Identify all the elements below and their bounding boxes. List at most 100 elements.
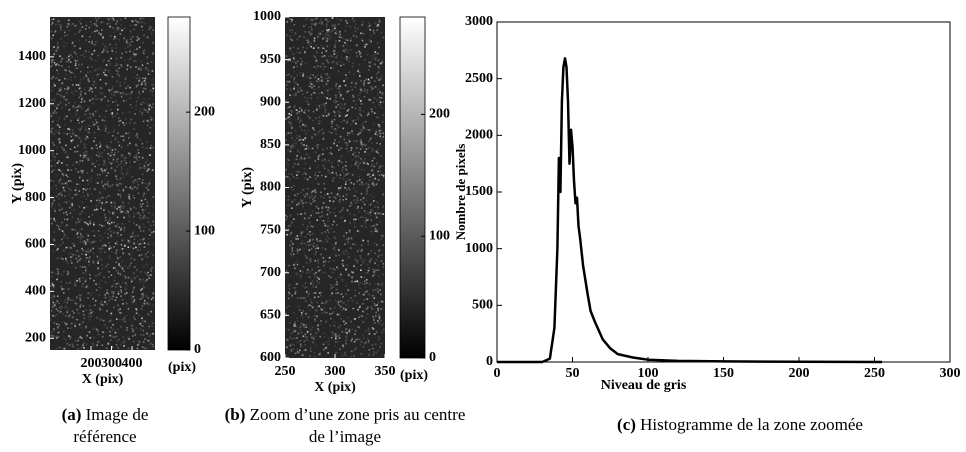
- speckle: [309, 34, 312, 36]
- speckle: [84, 137, 87, 140]
- speckle: [312, 238, 314, 241]
- speckle: [337, 301, 340, 303]
- speckle: [315, 271, 317, 274]
- speckle: [109, 43, 111, 46]
- speckle: [61, 106, 63, 109]
- speckle: [98, 294, 101, 297]
- speckle: [141, 21, 143, 24]
- speckle: [347, 256, 350, 258]
- speckle: [57, 310, 59, 312]
- speckle: [317, 36, 319, 38]
- speckle: [355, 201, 357, 204]
- speckle: [325, 206, 327, 208]
- speckle: [345, 38, 347, 41]
- speckle: [373, 164, 375, 166]
- speckle: [372, 174, 374, 176]
- speckle: [363, 80, 366, 82]
- speckle: [360, 269, 362, 272]
- speckle: [291, 29, 294, 31]
- speckle: [100, 279, 102, 282]
- speckle: [63, 95, 65, 98]
- speckle: [51, 86, 54, 88]
- speckle: [325, 102, 327, 105]
- speckle: [68, 66, 70, 68]
- speckle: [303, 171, 306, 174]
- speckle: [120, 92, 122, 95]
- speckle: [310, 195, 313, 198]
- speckle: [314, 151, 317, 154]
- speckle: [142, 325, 144, 327]
- speckle: [351, 174, 354, 176]
- speckle: [372, 328, 375, 330]
- speckle: [341, 331, 344, 333]
- speckle: [127, 276, 130, 279]
- speckle: [60, 60, 62, 63]
- speckle: [316, 144, 318, 147]
- speckle: [143, 165, 146, 167]
- speckle: [133, 258, 136, 261]
- speckle: [137, 152, 140, 154]
- speckle: [302, 317, 304, 320]
- speckle: [70, 169, 72, 171]
- speckle: [310, 248, 313, 250]
- speckle: [76, 60, 79, 62]
- speckle: [331, 271, 334, 274]
- speckle: [112, 130, 115, 133]
- speckle: [371, 196, 374, 199]
- speckle: [325, 115, 328, 117]
- speckle: [64, 88, 66, 90]
- speckle: [146, 278, 148, 281]
- speckle: [115, 252, 117, 254]
- speckle: [302, 270, 304, 273]
- speckle: [150, 106, 153, 109]
- speckle: [331, 30, 333, 32]
- speckle: [124, 282, 127, 284]
- speckle: [371, 225, 374, 227]
- speckle: [375, 99, 378, 102]
- speckle: [139, 139, 142, 141]
- speckle: [353, 221, 356, 224]
- speckle: [70, 180, 72, 183]
- speckle: [331, 169, 334, 172]
- speckle: [317, 183, 320, 185]
- speckle: [316, 51, 318, 54]
- speckle: [308, 244, 310, 246]
- speckle: [65, 185, 68, 188]
- speckle: [340, 293, 343, 295]
- speckle: [135, 104, 137, 107]
- speckle: [318, 130, 321, 132]
- speckle: [66, 92, 68, 94]
- speckle: [341, 209, 343, 212]
- speckle: [53, 53, 56, 55]
- speckle: [367, 240, 369, 242]
- speckle: [149, 268, 152, 270]
- speckle: [370, 202, 373, 205]
- speckle: [94, 188, 97, 191]
- speckle: [95, 19, 98, 22]
- speckle: [297, 274, 300, 276]
- speckle: [351, 17, 354, 20]
- speckle: [108, 161, 111, 164]
- speckle: [129, 97, 132, 99]
- speckle: [148, 28, 151, 31]
- speckle: [111, 112, 114, 114]
- speckle: [381, 300, 384, 303]
- speckle: [115, 261, 117, 264]
- speckle: [70, 91, 73, 94]
- speckle: [119, 229, 122, 231]
- speckle: [105, 265, 108, 268]
- speckle: [120, 234, 122, 236]
- speckle: [55, 195, 58, 198]
- speckle: [98, 32, 100, 34]
- speckle: [333, 334, 335, 337]
- speckle: [78, 39, 81, 42]
- speckle: [337, 303, 340, 306]
- speckle: [54, 84, 56, 87]
- speckle: [338, 91, 341, 94]
- speckle: [144, 182, 147, 185]
- speckle: [357, 70, 359, 73]
- speckle: [107, 158, 110, 160]
- speckle: [334, 254, 337, 256]
- speckle: [320, 253, 322, 256]
- speckle: [350, 147, 353, 149]
